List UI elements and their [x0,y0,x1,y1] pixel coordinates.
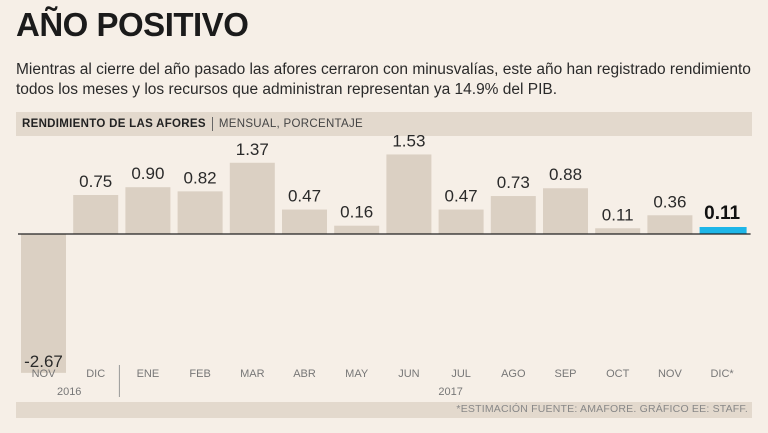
category-label-8: JUL [451,368,471,380]
value-label-9: 0.73 [497,173,530,192]
value-label-2: 0.90 [131,164,164,183]
category-label-12: NOV [658,368,683,380]
category-label-2: ENE [137,368,160,380]
bar-ene-2 [125,187,171,234]
year-label-2016: 2016 [57,386,81,398]
value-label-6: 0.16 [340,203,373,222]
value-label-13: 0.11 [704,203,740,224]
chart-subtitle: Mientras al cierre del año pasado las af… [16,61,751,98]
value-label-7: 1.53 [392,131,425,150]
category-label-6: MAY [345,368,369,380]
value-label-0: -2.67 [24,352,63,371]
value-label-11: 0.11 [602,205,634,224]
bar-may-6 [334,225,380,234]
chart-header-bar: RENDIMIENTO DE LAS AFORES MENSUAL, PORCE… [16,112,752,136]
value-label-1: 0.75 [79,172,112,191]
bar-abr-5 [282,209,327,234]
value-label-5: 0.47 [288,187,321,206]
value-label-10: 0.88 [549,165,582,184]
category-label-4: MAR [240,368,265,380]
bar-mar-4 [229,162,275,234]
bar-chart: -2.67NOV0.75DIC0.90ENE0.82FEB1.37MAR0.47… [18,131,751,398]
category-label-13: DIC* [710,368,734,380]
bar-sep-10 [543,188,588,234]
bar-dic-13 [699,227,747,234]
category-label-9: AGO [501,368,526,380]
source-note: *ESTIMACIÓN FUENTE: AMAFORE. GRÁFICO EE:… [456,403,748,415]
category-label-3: FEB [189,368,210,380]
bar-ago-9 [490,196,536,234]
year-label-2017: 2017 [438,386,462,398]
value-label-4: 1.37 [236,140,269,159]
chart-title: AÑO POSITIVO [16,6,249,43]
bar-jun-7 [386,154,432,234]
chart-header-subtitle: MENSUAL, PORCENTAJE [218,118,364,130]
bar-dic-1 [73,195,119,234]
value-label-3: 0.82 [184,168,217,187]
category-label-11: OCT [606,368,630,380]
category-label-5: ABR [293,368,316,380]
bar-jul-8 [438,209,484,234]
category-label-10: SEP [554,368,576,380]
header-divider [211,117,213,131]
category-label-7: JUN [398,368,419,380]
value-label-12: 0.36 [653,192,686,211]
bar-feb-3 [177,191,223,234]
value-label-8: 0.47 [445,187,478,206]
bar-nov-12 [647,215,693,234]
category-label-0: NOV [32,368,57,380]
bar-nov-0 [21,234,66,373]
bar-oct-11 [595,228,641,234]
chart-header-title: RENDIMIENTO DE LAS AFORES [22,118,206,130]
footer-bar: *ESTIMACIÓN FUENTE: AMAFORE. GRÁFICO EE:… [16,402,752,418]
category-label-1: DIC [86,368,105,380]
